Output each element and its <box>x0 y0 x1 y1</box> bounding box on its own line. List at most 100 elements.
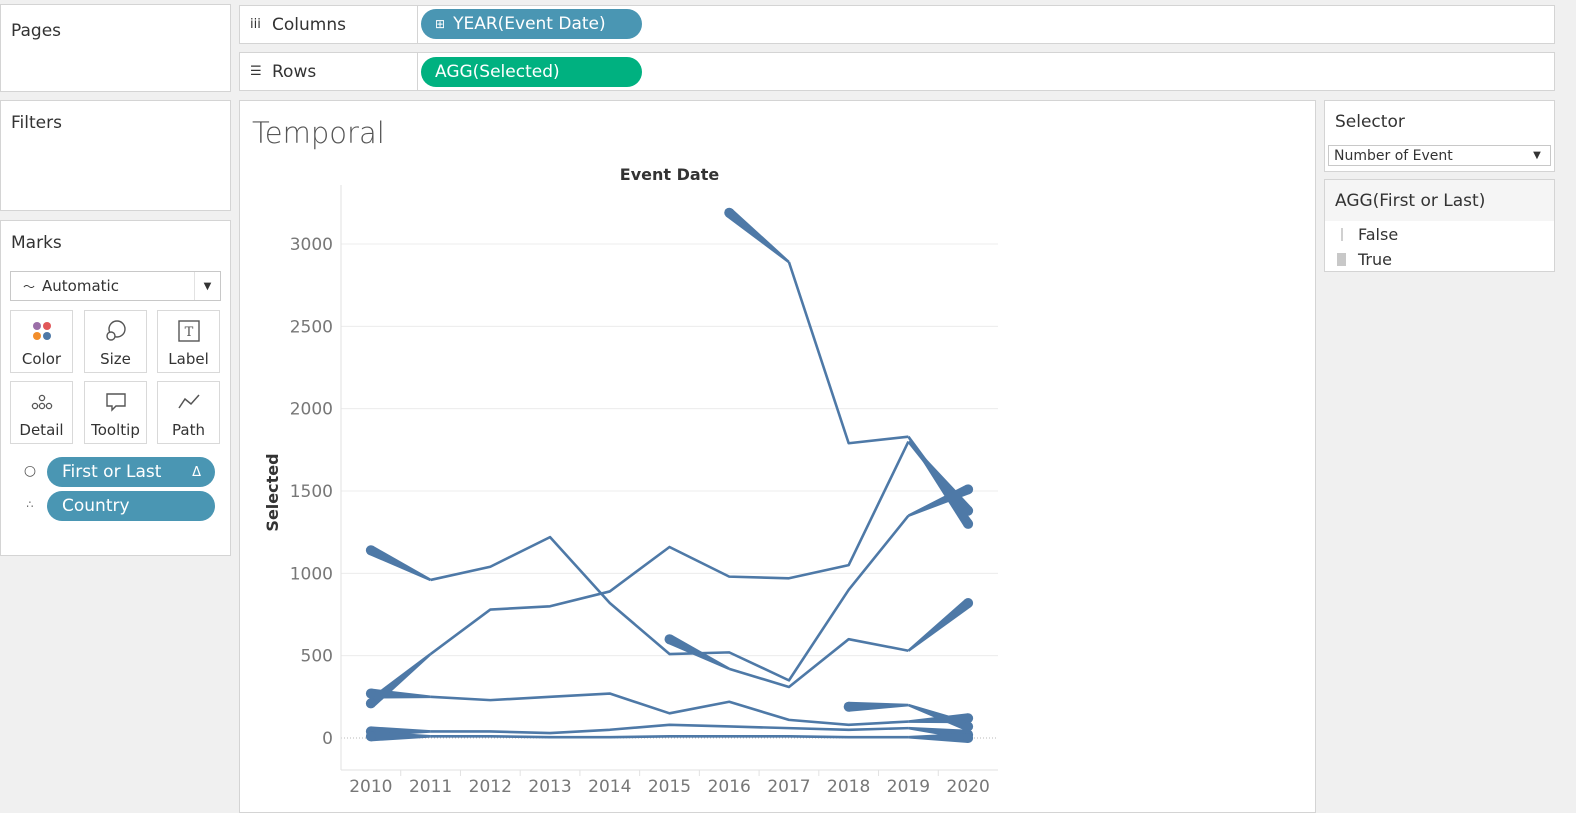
column-header-title: Event Date <box>620 165 720 184</box>
legend-true-label: True <box>1358 250 1392 269</box>
series-end-point <box>963 733 974 743</box>
filters-title: Filters <box>11 113 62 133</box>
series-line <box>429 441 910 656</box>
series-end-segment <box>367 653 432 708</box>
series-start-point <box>365 731 376 742</box>
columns-pill-label: YEAR(Event Date) <box>453 14 606 34</box>
color-icon <box>32 322 51 340</box>
series-start-point <box>365 545 376 556</box>
series-end-point <box>963 597 974 608</box>
series-end-segment <box>368 545 432 582</box>
x-tick-label: 2016 <box>708 777 751 797</box>
series-line <box>430 692 909 727</box>
series-end-segment <box>848 701 909 712</box>
size-legend-title: AGG(First or Last) <box>1335 191 1486 211</box>
series-end-point <box>963 721 974 732</box>
series-line <box>430 723 909 735</box>
series-start-point <box>365 688 376 699</box>
label-button[interactable]: T Label <box>157 310 220 373</box>
country-pill[interactable]: Country <box>47 491 215 521</box>
series-line <box>728 637 909 689</box>
series-end-segment <box>370 688 431 699</box>
mark-type-value: Automatic <box>42 277 119 295</box>
selector-value: Number of Event <box>1334 147 1453 164</box>
color-button[interactable]: Color <box>10 310 73 373</box>
pages-title: Pages <box>11 21 62 41</box>
mark-type-dropdown[interactable]: 〜 Automatic ▼ <box>10 271 221 301</box>
color-label: Color <box>21 350 62 368</box>
filters-panel[interactable]: Filters <box>0 100 231 211</box>
agg-selected-pill[interactable]: AGG(Selected) <box>421 57 642 87</box>
series-end-segment <box>667 634 730 671</box>
first-or-last-pill[interactable]: First or Last Δ <box>47 457 215 487</box>
chevron-down-icon: ▼ <box>194 272 220 300</box>
year-event-date-pill[interactable]: ⊞ YEAR(Event Date) <box>421 9 642 39</box>
legend-item-false[interactable]: False <box>1335 225 1398 244</box>
y-tick-label: 1000 <box>290 564 333 584</box>
chevron-down-icon: ▼ <box>1533 150 1541 161</box>
y-tick-label: 0 <box>322 729 333 749</box>
line-mark-icon: 〜 <box>23 279 36 294</box>
x-tick-label: 2015 <box>648 777 691 797</box>
x-tick-label: 2012 <box>469 777 512 797</box>
series-end-segment <box>907 599 972 652</box>
x-tick-label: 2011 <box>409 777 452 797</box>
size-legend-panel: AGG(First or Last) <box>1324 179 1555 272</box>
y-tick-label: 3000 <box>290 235 333 255</box>
series-end-segment <box>908 733 969 743</box>
path-label: Path <box>172 421 205 439</box>
x-tick-label: 2018 <box>827 777 870 797</box>
detail-label: Detail <box>19 421 64 439</box>
series-start-point <box>724 207 735 218</box>
x-tick-label: 2013 <box>528 777 571 797</box>
size-label: Size <box>100 350 131 368</box>
rows-icon: ☰ <box>250 64 262 79</box>
tooltip-label: Tooltip <box>91 421 140 439</box>
series-end-segment <box>370 731 431 742</box>
legend-item-true[interactable]: True <box>1335 250 1392 269</box>
y-axis-label: Selected <box>263 453 282 531</box>
view-title: Temporal <box>252 116 385 150</box>
size-icon <box>105 320 126 341</box>
detail-button[interactable]: Detail <box>10 381 73 444</box>
country-label: Country <box>62 496 130 516</box>
series-line <box>430 735 909 739</box>
delta-icon: Δ <box>192 464 201 480</box>
columns-shelf-label: iii Columns <box>240 6 418 43</box>
x-tick-label: 2014 <box>588 777 631 797</box>
rows-label: Rows <box>272 61 317 82</box>
marks-title: Marks <box>11 233 62 253</box>
series-line <box>430 514 910 682</box>
pages-panel[interactable]: Pages <box>0 4 231 92</box>
series-end-segment <box>726 208 790 264</box>
size-button[interactable]: Size <box>84 310 147 373</box>
x-tick-label: 2020 <box>947 777 990 797</box>
series-end-point <box>963 484 974 495</box>
label-label: Label <box>168 350 209 368</box>
x-tick-label: 2010 <box>349 777 392 797</box>
thin-line-swatch <box>1341 228 1343 241</box>
selector-title: Selector <box>1335 112 1405 132</box>
columns-icon: iii <box>250 17 261 32</box>
line-chart[interactable]: 0 500 1000 1500 2000 2500 3000 2010 2011 2012 2013… <box>240 130 1240 810</box>
y-tick-label: 2500 <box>290 317 333 337</box>
rows-shelf-label: ☰ Rows <box>240 53 418 90</box>
series-line <box>787 261 909 445</box>
first-or-last-label: First or Last <box>62 462 162 482</box>
series-start-point <box>365 698 376 709</box>
tooltip-button[interactable]: Tooltip <box>84 381 147 444</box>
detail-icon <box>31 394 52 410</box>
series-end-segment <box>907 435 973 527</box>
columns-label: Columns <box>272 14 346 35</box>
path-button[interactable]: Path <box>157 381 220 444</box>
expand-icon: ⊞ <box>435 17 446 31</box>
rows-pill-label: AGG(Selected) <box>435 62 560 82</box>
series-end-point <box>963 518 974 529</box>
svg-text:T: T <box>184 325 193 340</box>
y-tick-label: 1500 <box>290 482 333 502</box>
detail-icon: ∴ <box>26 498 34 511</box>
series-end-segment <box>907 703 970 732</box>
selector-dropdown[interactable]: Number of Event ▼ <box>1328 145 1551 166</box>
size-legend-header <box>1325 180 1554 221</box>
size-icon: ○ <box>23 463 37 479</box>
